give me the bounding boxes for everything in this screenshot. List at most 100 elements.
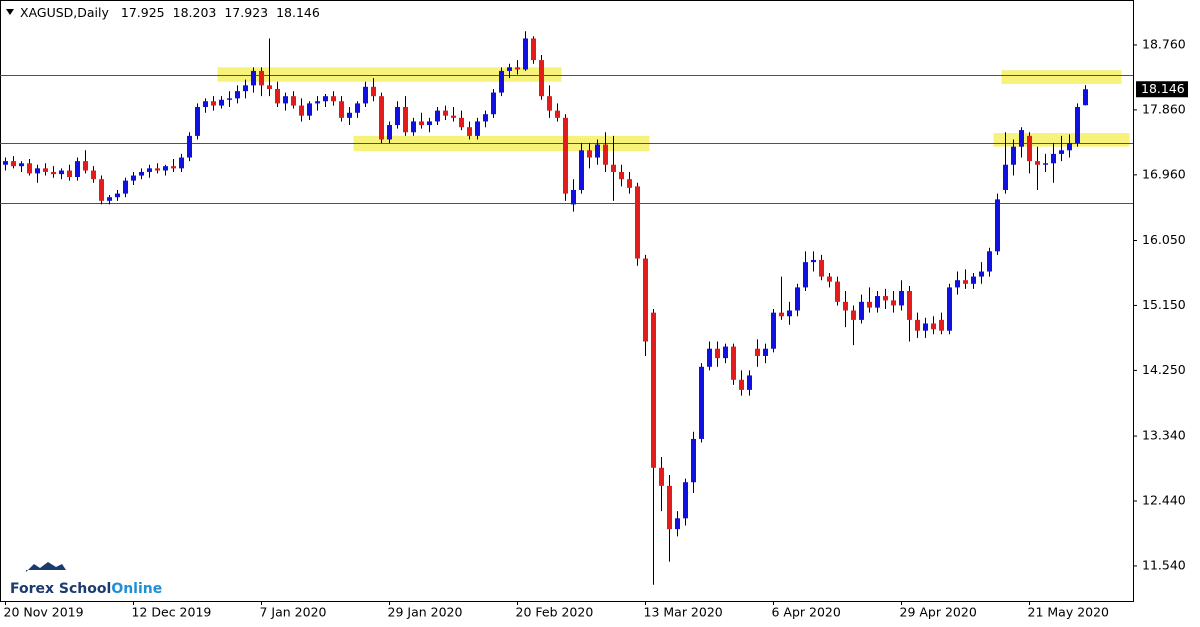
candle-body bbox=[275, 88, 280, 104]
candle-body bbox=[283, 96, 288, 104]
candle-body bbox=[499, 70, 504, 93]
candle-body bbox=[507, 67, 512, 71]
candle-body bbox=[963, 280, 968, 284]
candle-body bbox=[971, 276, 976, 284]
candle-body bbox=[987, 251, 992, 272]
candle-body bbox=[235, 91, 240, 99]
candle-body bbox=[347, 112, 352, 118]
candle-body bbox=[923, 323, 928, 331]
candle-body bbox=[163, 166, 168, 171]
candle-body bbox=[467, 127, 472, 136]
candle-body bbox=[891, 300, 896, 306]
candle-body bbox=[67, 170, 72, 178]
candle-body bbox=[611, 164, 616, 172]
candle-body bbox=[835, 281, 840, 302]
y-tick-label: 17.860 bbox=[1142, 101, 1186, 116]
candle-body bbox=[419, 121, 424, 126]
candle-body bbox=[779, 312, 784, 317]
candle-body bbox=[811, 259, 816, 263]
candle-body bbox=[59, 170, 64, 175]
candle-body bbox=[635, 186, 640, 259]
candle-body bbox=[139, 171, 144, 176]
candle-body bbox=[515, 67, 520, 70]
candle-body bbox=[603, 144, 608, 165]
logo-main: Forex School bbox=[10, 581, 111, 597]
y-tick-label: 16.960 bbox=[1142, 166, 1186, 181]
candle-body bbox=[907, 291, 912, 320]
candle-body bbox=[35, 168, 40, 174]
watermark-text: Forex SchoolOnline bbox=[10, 581, 162, 597]
zone bbox=[217, 67, 562, 82]
candle-body bbox=[899, 291, 904, 306]
candle-body bbox=[451, 115, 456, 118]
candle-body bbox=[931, 323, 936, 330]
candle-body bbox=[619, 171, 624, 180]
candle-body bbox=[1083, 89, 1088, 106]
candle-body bbox=[1019, 130, 1024, 147]
candle-body bbox=[571, 189, 576, 205]
candle-body bbox=[555, 110, 560, 118]
zone bbox=[1001, 70, 1122, 84]
candle-body bbox=[19, 163, 24, 167]
marks bbox=[0, 31, 1133, 585]
candle-body bbox=[539, 60, 544, 97]
candle-body bbox=[979, 271, 984, 277]
candle-body bbox=[1035, 161, 1040, 165]
candle-body bbox=[579, 150, 584, 190]
candle-body bbox=[523, 38, 528, 70]
candle-body bbox=[747, 375, 752, 390]
candle-body bbox=[819, 259, 824, 277]
candle-body bbox=[627, 179, 632, 188]
candle-body bbox=[227, 98, 232, 100]
candle-body bbox=[387, 125, 392, 140]
candle-body bbox=[11, 161, 16, 167]
candle-body bbox=[483, 114, 488, 122]
candle-body bbox=[147, 168, 152, 172]
candle-body bbox=[739, 379, 744, 390]
candle-body bbox=[803, 262, 808, 288]
last-price-box bbox=[1136, 81, 1188, 98]
candle-body bbox=[91, 170, 96, 180]
candle-body bbox=[219, 99, 224, 106]
candle-body bbox=[259, 70, 264, 86]
candle-body bbox=[955, 280, 960, 288]
candle-body bbox=[659, 467, 664, 486]
y-tick-label: 12.440 bbox=[1142, 492, 1186, 507]
candle-body bbox=[51, 171, 56, 175]
y-tick-label: 11.540 bbox=[1142, 557, 1186, 572]
candle-body bbox=[155, 168, 160, 171]
candle-body bbox=[123, 180, 128, 194]
candle-body bbox=[435, 110, 440, 122]
candle-body bbox=[179, 157, 184, 169]
watermark: Forex SchoolOnline bbox=[10, 562, 162, 597]
candle-body bbox=[771, 312, 776, 349]
symbol: XAGUSD,Daily bbox=[20, 5, 109, 20]
candle-body bbox=[243, 85, 248, 92]
candle-body bbox=[1075, 107, 1080, 144]
y-tick-label: 14.250 bbox=[1142, 362, 1186, 377]
y-tick-label: 16.050 bbox=[1142, 232, 1186, 247]
candle-body bbox=[595, 144, 600, 158]
candle-body bbox=[827, 276, 832, 282]
plot-frame bbox=[0, 0, 1134, 602]
y-tick-label: 13.340 bbox=[1142, 428, 1186, 443]
candle-body bbox=[795, 287, 800, 311]
logo-icon bbox=[26, 562, 66, 572]
candle-body bbox=[379, 96, 384, 140]
candle-body bbox=[459, 117, 464, 128]
candle-body bbox=[363, 86, 368, 104]
candle-body bbox=[315, 101, 320, 104]
candle-body bbox=[1067, 143, 1072, 151]
y-tick-label: 18.760 bbox=[1142, 36, 1186, 51]
logo-highlight: Online bbox=[111, 581, 162, 597]
candle-body bbox=[187, 135, 192, 158]
candle-body bbox=[1059, 150, 1064, 154]
candle-body bbox=[203, 101, 208, 108]
candle-body bbox=[875, 296, 880, 308]
candle-body bbox=[99, 179, 104, 201]
candle-body bbox=[531, 38, 536, 61]
candle-body bbox=[403, 107, 408, 133]
x-tick-label: 29 Jan 2020 bbox=[388, 605, 463, 620]
candle-body bbox=[643, 258, 648, 342]
